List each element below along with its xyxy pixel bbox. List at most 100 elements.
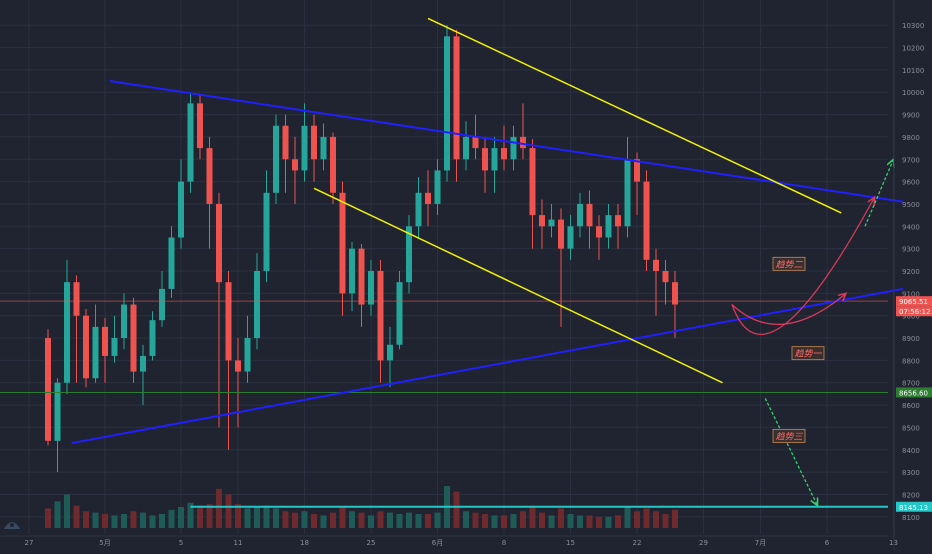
volume-bar [54,501,61,528]
x-tick-label: 11 [234,539,243,547]
drawn-trend-lines [0,17,904,508]
candle-body [292,159,298,171]
volume-bar [45,508,51,528]
grid [0,0,894,534]
volume-bar [320,515,327,528]
volume-bar [330,512,336,528]
volume-bar [596,516,602,528]
volume-bar [472,512,479,528]
y-tick-label: 9100 [902,290,920,298]
candle-body [567,226,574,249]
y-tick-label: 9300 [902,246,920,254]
y-tick-label: 8700 [902,380,920,388]
candle-body [349,248,355,294]
projection-label-box [772,428,806,443]
candle-body [596,226,602,238]
candle-body [406,226,412,283]
candle-body [64,282,70,383]
candle-body [282,125,289,160]
x-tick-label: 29 [699,539,708,547]
volume-bar [558,508,564,528]
volume-bar [140,512,146,528]
volume-bar [168,509,175,528]
volume-bar [653,511,659,528]
y-tick-label: 8400 [902,447,920,455]
y-tick-label: 9200 [902,268,920,276]
x-tick-label: 25 [367,539,376,547]
y-tick-label: 9900 [902,112,920,120]
candle-body [387,344,393,361]
price-tag [896,296,932,307]
x-tick-label: 27 [25,539,34,547]
candle-body [396,282,403,345]
candle-body [187,103,194,182]
x-tick-label: 5 [179,539,183,547]
volume-bar [292,512,298,528]
candle-body [643,181,650,260]
volume-bar [197,505,203,528]
volume-bar [510,514,517,528]
volume-bar [396,514,403,528]
volume-bar [225,494,232,528]
volume-bar [643,508,650,528]
y-tick-label: 8200 [902,491,920,499]
volume-bar [121,514,127,528]
x-tick-label: 6 [825,539,830,547]
volume-bar [349,511,355,528]
candle-body [159,288,165,321]
volume-bar [368,515,374,528]
trendline-lower-blue [71,287,904,445]
candle-body [368,271,374,305]
y-tick-label: 8600 [902,402,920,410]
candle-body [491,148,498,171]
candle-body [254,271,260,339]
candle-body [225,282,232,361]
volume-bar [387,512,393,528]
y-tick-label: 10100 [902,67,924,75]
y-tick-label: 10300 [902,22,924,30]
volume-bar [634,511,640,528]
candle-body [539,215,545,227]
candle-body [339,192,346,294]
candle-body [197,103,203,149]
volume-bar [130,511,137,528]
candle-body [73,282,80,316]
volume-bar [453,491,460,528]
volume-bar [187,502,194,528]
volume-bar [263,505,270,528]
candle-body [586,203,593,227]
volume-bar [615,515,621,528]
candle-body [45,338,51,441]
candle-body [358,248,365,305]
candle-body [634,159,640,182]
candle-body [149,320,156,356]
candle-body [605,215,612,238]
y-tick-label: 8800 [902,357,920,365]
volume-bar [216,488,222,528]
volume-bar [92,512,99,528]
x-tick-label: 5月 [99,539,110,547]
candle-body [83,315,89,379]
y-tick-label: 8900 [902,335,920,343]
candle-body [111,338,118,356]
candle-body [263,192,270,271]
volume-bar [491,515,498,528]
price-tag-label: 8145.13 [899,504,928,512]
x-tick-label: 6月 [432,539,443,547]
candle-body [168,237,175,289]
volume-bar [273,508,279,528]
candle-body [92,326,99,379]
projection-label-box [772,256,806,271]
candle-body [444,36,450,171]
price-tag-label: 9065.51 [899,298,928,306]
volume-bar [672,509,678,528]
x-tick-label: 15 [566,539,575,547]
candle-body [653,259,659,271]
y-tick-label: 9700 [902,156,920,164]
volume-bar [406,512,412,528]
volume-bar [529,505,536,528]
